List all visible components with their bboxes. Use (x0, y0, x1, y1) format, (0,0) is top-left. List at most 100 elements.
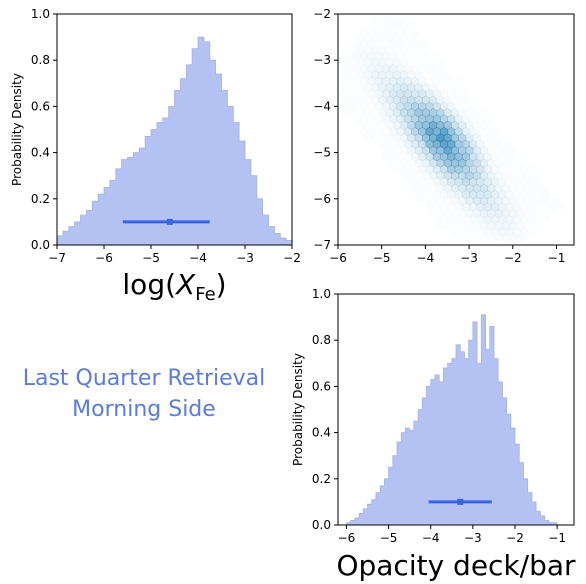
hexbin-cell (389, 165, 396, 173)
hexbin-cell (382, 51, 390, 61)
hexbin-cell (400, 82, 408, 93)
hist2-bar (426, 386, 432, 525)
hexbin-cell (407, 108, 416, 118)
xlabel-variable: X (174, 268, 196, 301)
hexbin-cell (476, 190, 485, 200)
hexbin-cell (487, 221, 495, 231)
hexbin-cell (494, 208, 503, 219)
hist2-bar (422, 397, 427, 525)
hexbin-cell (371, 58, 379, 67)
hexbin-cell (483, 177, 492, 187)
hexbin-cell (491, 190, 499, 200)
histogram-opacity-panel: −6 −5 −4 −3 −2 −1 0.0 0.2 0.4 0.6 0.8 1.0 Probabilit… (291, 287, 576, 582)
hist1-bar (274, 233, 281, 245)
hexbin-cell (400, 108, 408, 118)
hist1-bar (233, 122, 240, 245)
hexbin-cell (392, 120, 401, 130)
hexbin-cell (378, 58, 386, 67)
hexbin-cell (403, 127, 412, 137)
hexbin-cell (495, 235, 502, 243)
hist1-y-tick-label: 0.6 (31, 99, 50, 113)
hexbin-cell (421, 95, 430, 105)
hist2-bar (397, 441, 402, 525)
hist1-x-axis-label: log(XFe) (122, 268, 226, 305)
hexbin-cell (411, 76, 419, 86)
hexbin-cell (487, 208, 496, 219)
hist1-bar (256, 198, 264, 245)
hist1-y-tick-label: 1.0 (31, 7, 50, 21)
hist1-y-tick-label: 0.8 (31, 53, 50, 67)
hist2-bar (418, 409, 423, 525)
hexbin-cell (458, 158, 467, 168)
hexbin-cell (415, 197, 422, 205)
hexbin-cell (461, 127, 470, 137)
hist2-bar (548, 522, 554, 525)
hexbin-cell (385, 82, 394, 93)
hexbin-cell (494, 221, 503, 231)
hexbin-cell (396, 64, 405, 73)
hexbin-cell (491, 202, 499, 212)
hexbin-cell (407, 95, 416, 105)
hist2-bar (384, 478, 389, 525)
hexbin-cell (414, 95, 423, 105)
hist2-bar (468, 340, 474, 525)
hexbin-cell (432, 101, 441, 111)
hexbin-cell (396, 127, 405, 136)
hist1-errorbar-median (166, 218, 173, 225)
hexbin-cell (411, 152, 419, 161)
hexbin-cell (378, 82, 387, 93)
hist1-bar (86, 210, 93, 245)
hist2-x-tick-label: −4 (422, 531, 440, 545)
hist2-y-tick-label: 0.0 (312, 518, 331, 532)
hist2-bar (498, 381, 503, 525)
hist2-bar (354, 518, 360, 525)
hexbin-cell (483, 164, 492, 174)
hexbin-cell (447, 177, 456, 187)
hexbin-cell (382, 102, 390, 111)
hexbin-x-tick-label: −4 (417, 251, 435, 265)
hexbin-cell (367, 77, 375, 86)
hexbin-cell (364, 58, 372, 67)
hist1-bar (80, 214, 87, 245)
hist1-bar (286, 240, 293, 245)
hexbin-cell (491, 177, 499, 187)
hist2-bar (392, 455, 398, 525)
hexbin-cell (480, 235, 487, 243)
hexbin-cell (378, 70, 387, 80)
hexbin-cell (374, 64, 383, 73)
hexbin-cell (447, 164, 456, 174)
hexbin-cell (342, 109, 349, 117)
hexbin-cell (465, 209, 474, 218)
hexbin-x-tick-label: −2 (504, 251, 522, 265)
hexbin-cell (494, 171, 503, 180)
hexbin-y-tick-label: −4 (313, 99, 331, 113)
hist2-bar (405, 427, 411, 525)
hexbin-cell (458, 120, 467, 130)
hexbin-cell (451, 235, 458, 243)
hexbin-cell (403, 101, 412, 111)
hist1-x-tick-label: −7 (48, 251, 66, 265)
axes-frame (337, 293, 575, 526)
axes-frame (56, 13, 293, 246)
hexbin-cell (465, 121, 474, 130)
hexbin-cell (491, 165, 499, 174)
hexbin-cell (400, 120, 408, 130)
hist2-bar (485, 349, 491, 525)
hexbin-cell (465, 158, 474, 168)
hexbin-cell (422, 83, 430, 92)
hist2-bar (359, 513, 364, 525)
hexbin-cell (469, 127, 477, 136)
hexbin-cell (498, 202, 507, 212)
hexbin-cell (421, 108, 430, 118)
hexbin-cell (476, 164, 485, 174)
hexbin-cell (443, 108, 452, 118)
hist1-bar (174, 90, 181, 245)
xlabel-subscript: Fe (195, 284, 215, 305)
hexbin-cell (433, 89, 441, 98)
hist1-bar (74, 221, 81, 245)
hexbin-cell (392, 95, 401, 105)
hist1-bar (92, 201, 99, 245)
hexbin-cell (480, 183, 488, 193)
hist2-x-tick-label: −5 (380, 531, 398, 545)
